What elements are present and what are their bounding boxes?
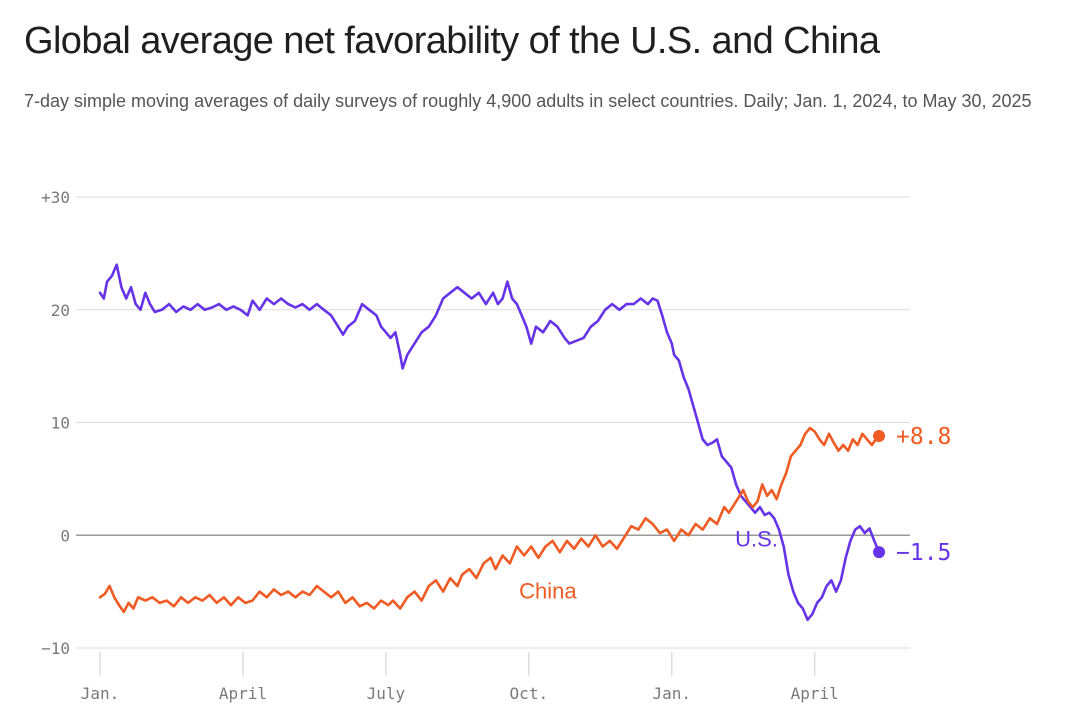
y-tick-label: 20 [51, 301, 70, 320]
x-tick-label: Oct. [510, 684, 549, 703]
x-tick-label: April [219, 684, 267, 703]
x-tick-label: Jan. [652, 684, 691, 703]
us-series-label: U.S. [735, 527, 778, 552]
us-end-point [873, 546, 886, 559]
us-series-line [98, 263, 881, 622]
y-tick-label: +30 [41, 188, 70, 207]
x-tick-label: Jan. [81, 684, 120, 703]
china-series-label: China [519, 578, 577, 603]
x-tick-label: April [791, 684, 839, 703]
x-tick-label: July [367, 684, 406, 703]
china-series-line [98, 426, 881, 614]
y-tick-label: 0 [60, 526, 70, 545]
chart-title: Global average net favorability of the U… [24, 20, 880, 62]
china-end-point [873, 430, 886, 443]
y-tick-label: 10 [51, 414, 70, 433]
china-end-value-label: +8.8 [896, 424, 951, 450]
us-end-value-label: −1.5 [896, 540, 951, 566]
chart-subtitle: 7-day simple moving averages of daily su… [24, 91, 1032, 111]
y-tick-label: −10 [41, 639, 70, 658]
